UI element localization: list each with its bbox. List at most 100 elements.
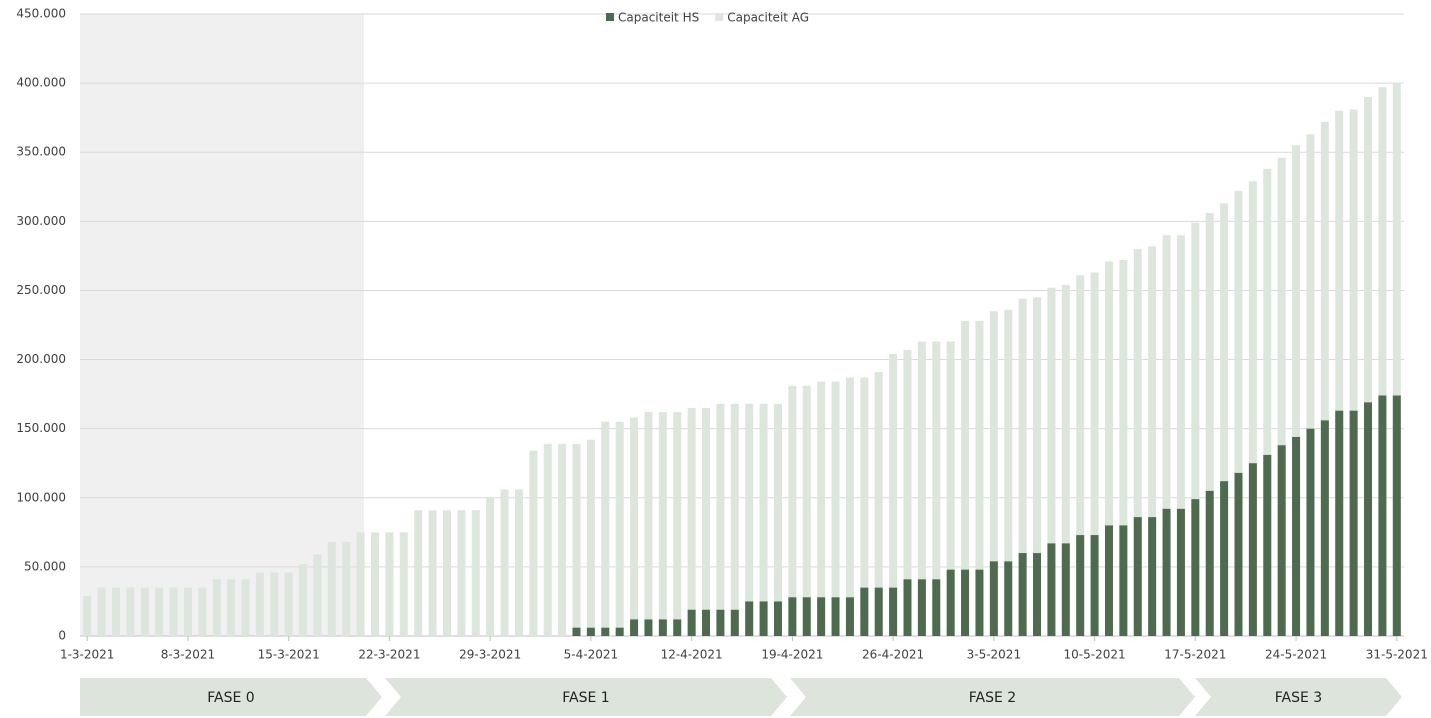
- bar: [860, 587, 869, 636]
- bar: [702, 407, 711, 636]
- bar: [687, 609, 696, 636]
- y-tick-label: 250.000: [16, 283, 66, 297]
- y-tick-label: 50.000: [24, 559, 66, 573]
- bar: [586, 627, 595, 636]
- y-tick-label: 200.000: [16, 352, 66, 366]
- x-tick-label: 22-3-2021: [358, 648, 420, 662]
- legend-label: Capaciteit AG: [727, 11, 809, 25]
- bar: [255, 572, 264, 636]
- y-tick-label: 300.000: [16, 214, 66, 228]
- bar: [759, 403, 768, 636]
- bar: [1220, 203, 1229, 636]
- bar: [1349, 109, 1358, 636]
- bar: [1076, 275, 1085, 636]
- x-tick-label: 26-4-2021: [862, 648, 924, 662]
- y-tick-label: 350.000: [16, 145, 66, 159]
- bar: [442, 510, 451, 636]
- bar: [788, 385, 797, 636]
- bar: [615, 627, 624, 636]
- bar: [773, 403, 782, 636]
- bar: [356, 532, 365, 636]
- bar: [716, 609, 725, 636]
- bar: [241, 579, 250, 636]
- bar: [1335, 410, 1344, 636]
- bar: [140, 587, 149, 636]
- bar: [745, 601, 754, 636]
- bar: [845, 377, 854, 636]
- bar: [1234, 190, 1243, 636]
- bar: [385, 532, 394, 636]
- legend-swatch: [606, 13, 614, 21]
- bar: [1018, 553, 1027, 636]
- bar: [730, 609, 739, 636]
- bar: [687, 407, 696, 636]
- bar: [486, 497, 495, 636]
- bar: [1306, 134, 1315, 636]
- bar: [1335, 110, 1344, 636]
- bar: [1392, 83, 1401, 637]
- bar: [1176, 508, 1185, 636]
- phase-arrow: [80, 678, 382, 716]
- y-tick-label: 400.000: [16, 76, 66, 90]
- x-tick-label: 19-4-2021: [761, 648, 823, 662]
- bar: [1277, 445, 1286, 636]
- x-tick-label: 1-3-2021: [60, 648, 114, 662]
- bar: [975, 569, 984, 636]
- bar: [471, 510, 480, 636]
- bar: [932, 579, 941, 636]
- bar: [1162, 508, 1171, 636]
- bar: [601, 627, 610, 636]
- x-tick-label: 10-5-2021: [1064, 648, 1126, 662]
- bar: [1148, 246, 1157, 637]
- bar: [1176, 235, 1185, 636]
- legend-label: Capaciteit HS: [618, 11, 699, 25]
- bar: [673, 412, 682, 636]
- x-tick-label: 29-3-2021: [459, 648, 521, 662]
- bar: [989, 311, 998, 636]
- bar: [1004, 309, 1013, 636]
- bar: [1248, 463, 1257, 636]
- bar: [1392, 395, 1401, 636]
- y-tick-label: 100.000: [16, 490, 66, 504]
- x-tick-label: 31-5-2021: [1366, 648, 1428, 662]
- bar: [1234, 472, 1243, 636]
- x-tick-label: 24-5-2021: [1265, 648, 1327, 662]
- bar: [831, 597, 840, 636]
- bar: [1306, 428, 1315, 636]
- phase-arrow: [790, 678, 1195, 716]
- bar: [1162, 235, 1171, 636]
- bar: [874, 587, 883, 636]
- bar: [1378, 395, 1387, 636]
- bar: [1320, 420, 1329, 636]
- bar: [212, 579, 221, 636]
- legend-swatch: [715, 13, 724, 21]
- bar: [1263, 454, 1272, 636]
- bar: [773, 601, 782, 636]
- bar: [313, 554, 322, 636]
- bar: [759, 601, 768, 636]
- bar: [572, 627, 581, 636]
- bar: [989, 561, 998, 636]
- bar: [169, 587, 178, 636]
- bar: [111, 587, 120, 636]
- bar: [414, 510, 423, 636]
- bar: [630, 417, 639, 636]
- bar: [514, 489, 523, 636]
- bar: [1018, 298, 1027, 636]
- bar: [1119, 525, 1128, 636]
- bar: [730, 403, 739, 636]
- bar: [371, 532, 380, 636]
- bar: [817, 597, 826, 636]
- bar: [1378, 87, 1387, 637]
- bar: [716, 403, 725, 636]
- bar: [457, 510, 466, 636]
- bar: [1205, 490, 1214, 636]
- bar: [644, 619, 653, 636]
- bar: [1263, 168, 1272, 636]
- bar: [97, 587, 106, 636]
- bar: [1119, 260, 1128, 636]
- x-tick-label: 17-5-2021: [1164, 648, 1226, 662]
- bar: [1292, 436, 1301, 636]
- bar: [1076, 535, 1085, 636]
- bar: [903, 579, 912, 636]
